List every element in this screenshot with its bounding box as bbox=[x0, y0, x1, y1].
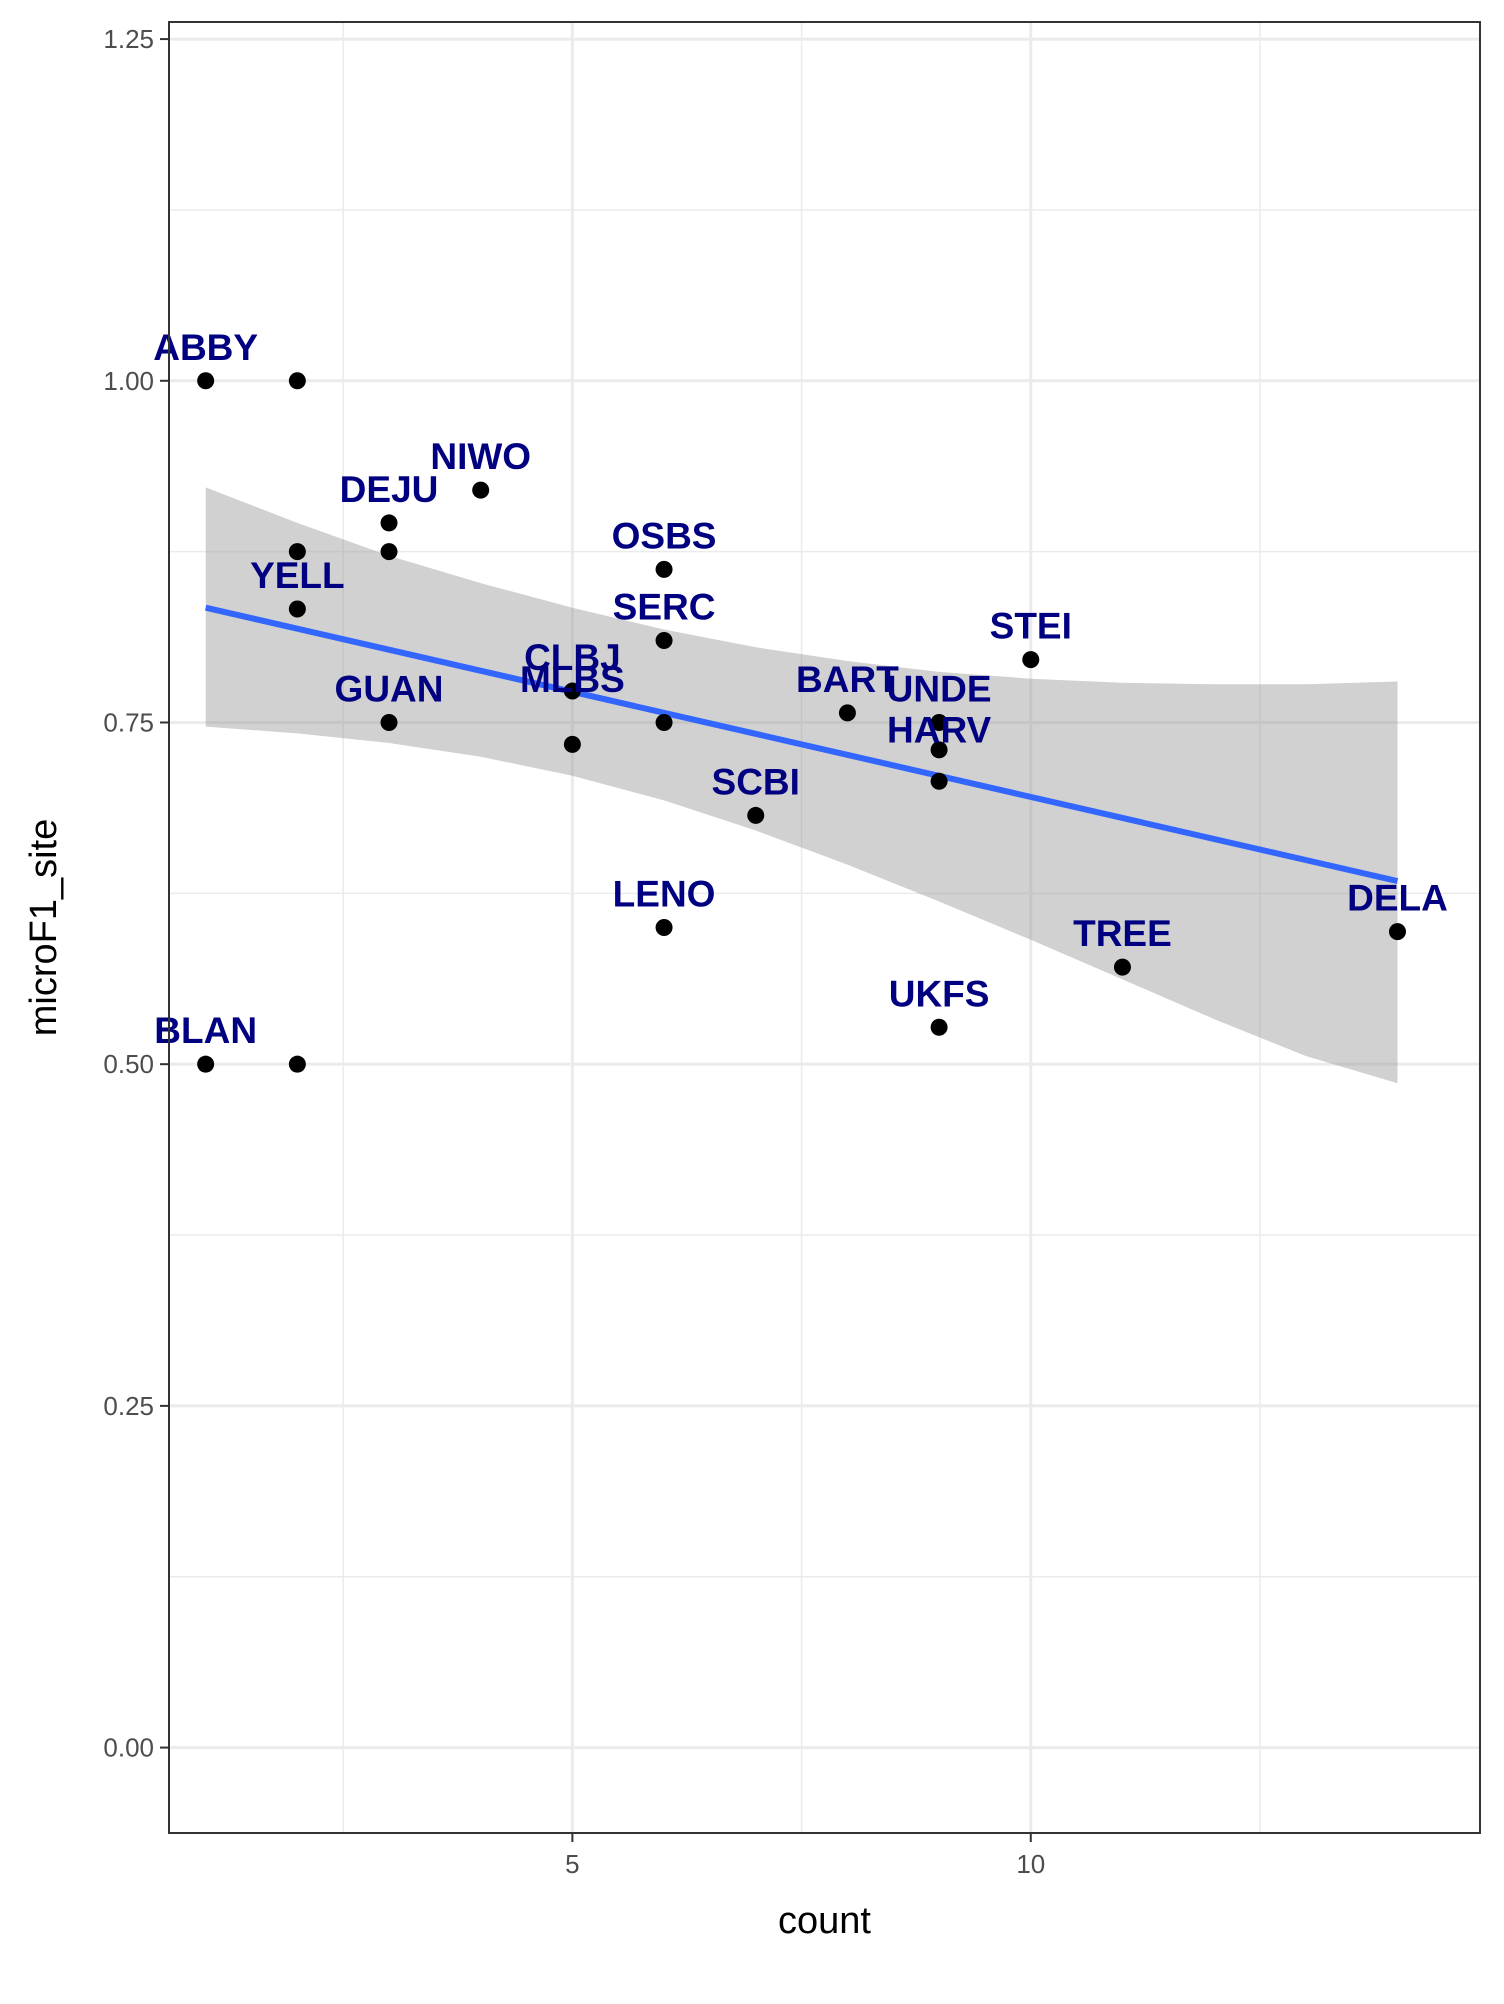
y-tick-label: 0.50 bbox=[103, 1049, 154, 1079]
x-tick-label: 5 bbox=[565, 1849, 579, 1879]
data-point bbox=[656, 561, 673, 578]
point-label: GUAN bbox=[335, 668, 444, 709]
y-tick-label: 1.00 bbox=[103, 366, 154, 396]
point-label: SERC bbox=[613, 586, 716, 627]
point-label: LENO bbox=[613, 874, 716, 915]
y-tick-label: 0.25 bbox=[103, 1391, 154, 1421]
point-label: STEI bbox=[990, 606, 1072, 647]
point-label: MLBS bbox=[520, 659, 625, 700]
data-point bbox=[197, 372, 214, 389]
y-tick-label: 0.00 bbox=[103, 1733, 154, 1763]
point-label: OSBS bbox=[612, 515, 717, 556]
data-point bbox=[1022, 651, 1039, 668]
point-label: HARV bbox=[887, 709, 991, 750]
y-axis-title: microF1_site bbox=[23, 819, 65, 1037]
data-point bbox=[381, 714, 398, 731]
point-label: NIWO bbox=[430, 436, 531, 477]
data-point bbox=[1114, 959, 1131, 976]
data-point bbox=[747, 807, 764, 824]
y-tick-label: 1.25 bbox=[103, 24, 154, 54]
x-axis-title: count bbox=[778, 1900, 871, 1942]
point-label: SCBI bbox=[712, 761, 800, 802]
data-point bbox=[656, 714, 673, 731]
point-label: YELL bbox=[250, 555, 345, 596]
data-point bbox=[381, 543, 398, 560]
data-point bbox=[931, 1019, 948, 1036]
point-label: BART bbox=[796, 659, 899, 700]
x-tick-label: 10 bbox=[1016, 1849, 1045, 1879]
data-point bbox=[289, 601, 306, 618]
data-point bbox=[197, 1056, 214, 1073]
data-point bbox=[656, 919, 673, 936]
data-point bbox=[289, 372, 306, 389]
data-point bbox=[472, 482, 489, 499]
data-point bbox=[289, 1056, 306, 1073]
data-point bbox=[381, 514, 398, 531]
data-point bbox=[1389, 923, 1406, 940]
y-tick-label: 0.75 bbox=[103, 707, 154, 737]
data-point bbox=[839, 704, 856, 721]
point-label: UKFS bbox=[889, 973, 990, 1014]
point-label: TREE bbox=[1073, 913, 1172, 954]
point-label: DEJU bbox=[340, 469, 439, 510]
data-point bbox=[564, 736, 581, 753]
point-label: UNDE bbox=[887, 668, 992, 709]
point-label: DELA bbox=[1347, 878, 1448, 919]
data-point bbox=[931, 773, 948, 790]
data-point bbox=[656, 632, 673, 649]
